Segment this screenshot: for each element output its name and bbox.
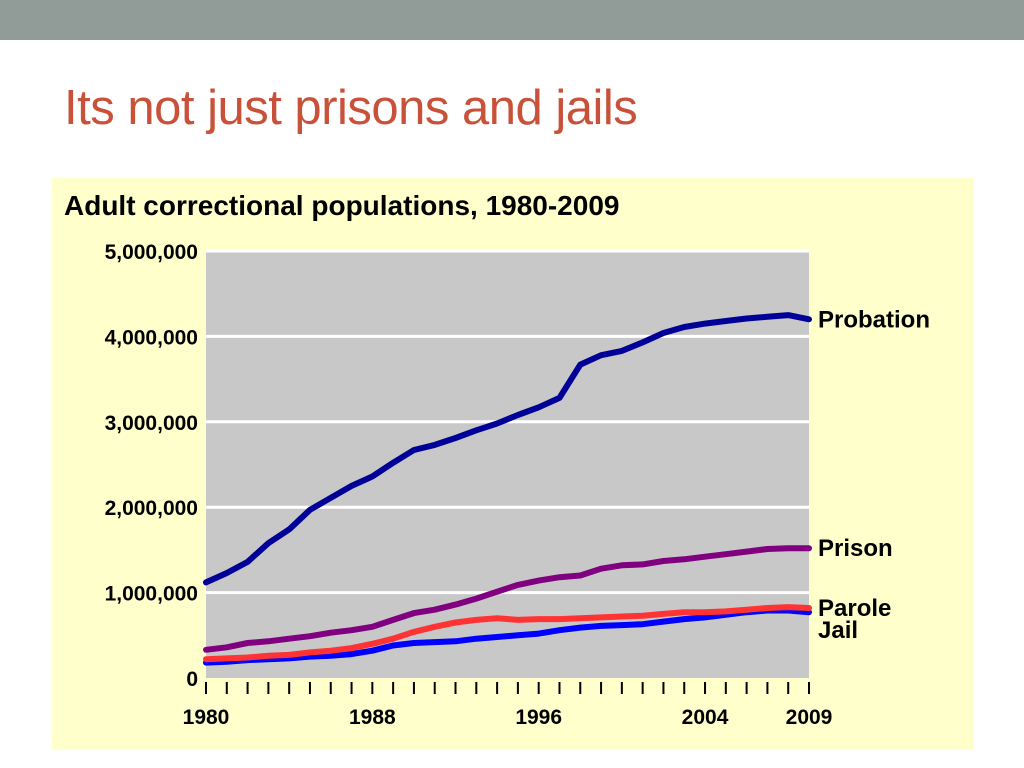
x-tick-label: 1988 (349, 706, 396, 729)
axes: 0 1,000,000 2,000,000 3,000,000 4,000,000 5,0… (105, 241, 833, 729)
y-tick-label: 4,000,000 (105, 326, 198, 349)
series-label-prison: Prison (818, 535, 893, 562)
series-line-probation (203, 312, 812, 586)
slide-title: Its not just prisons and jails (64, 81, 638, 135)
y-tick-label: 5,000,000 (105, 241, 198, 264)
chart-title: Adult correctional populations, 1980-200… (64, 190, 619, 221)
y-tick-label: 1,000,000 (105, 583, 198, 606)
series-label-probation: Probation (818, 306, 930, 333)
chart: Adult correctional populations, 1980-200… (64, 190, 930, 729)
series-label-jail: Jail (818, 617, 858, 644)
series-lines (203, 312, 812, 666)
chart-panel: Adult correctional populations, 1980-200… (52, 178, 974, 750)
top-bar (0, 0, 1024, 40)
series-line-jail (203, 607, 812, 666)
y-tick-label: 0 (186, 668, 198, 691)
x-tick-label: 2004 (682, 706, 729, 729)
y-tick-label: 2,000,000 (105, 497, 198, 520)
x-tick-label: 1996 (515, 706, 562, 729)
series-line-parole (203, 604, 812, 663)
y-tick-label: 3,000,000 (105, 412, 198, 435)
series-label-parole: Parole (818, 595, 891, 622)
x-tick-label: 2009 (786, 706, 833, 729)
series-line-prison (203, 545, 812, 653)
x-tick-label: 1980 (183, 706, 230, 729)
